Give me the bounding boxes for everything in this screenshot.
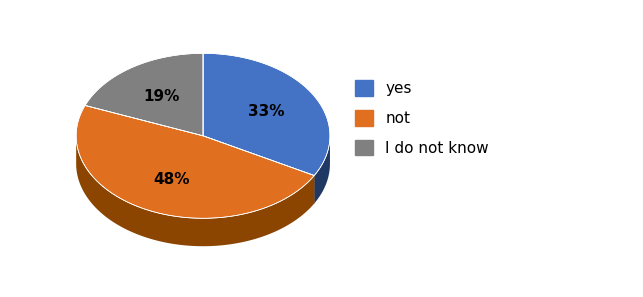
Text: 19%: 19% (143, 89, 180, 104)
Polygon shape (203, 136, 314, 203)
Polygon shape (203, 53, 330, 176)
Polygon shape (76, 138, 314, 246)
Legend: yes, not, I do not know: yes, not, I do not know (355, 80, 489, 156)
Text: 48%: 48% (154, 172, 190, 187)
Polygon shape (203, 136, 314, 203)
Text: 33%: 33% (248, 104, 285, 119)
Polygon shape (76, 105, 314, 218)
Polygon shape (314, 136, 330, 203)
Polygon shape (85, 53, 203, 136)
